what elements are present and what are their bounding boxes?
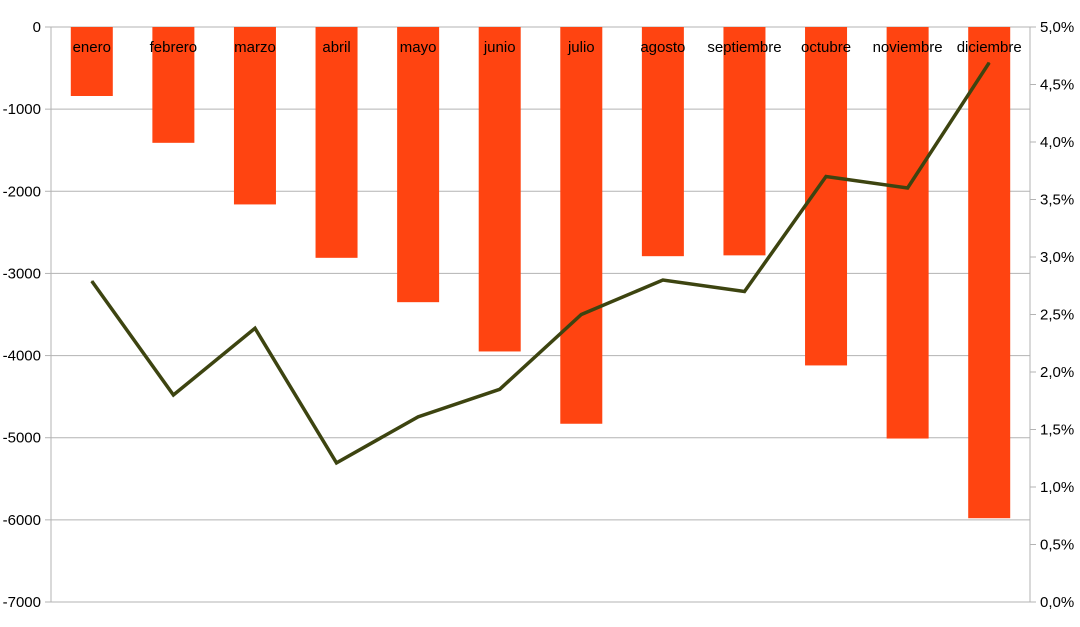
category-label: junio	[483, 39, 516, 56]
category-label: julio	[567, 39, 595, 56]
left-axis-ticks: 0 -1000 -2000 -3000 -4000 -5000 -6000 -7000	[3, 19, 51, 611]
line-point	[91, 280, 93, 282]
right-tick-label: 4,5%	[1040, 77, 1074, 94]
category-label: enero	[73, 39, 111, 56]
category-labels: enero febrero marzo abril mayo junio julio agos…	[73, 39, 1022, 56]
right-tick-label: 4,0%	[1040, 134, 1074, 151]
left-tick-label: 0	[33, 19, 41, 36]
left-tick-label: -7000	[3, 594, 41, 611]
line-point	[580, 314, 582, 315]
bar	[70, 27, 113, 96]
bar	[315, 27, 358, 258]
right-tick-label: 0,5%	[1040, 537, 1074, 554]
line-point	[417, 416, 419, 418]
axes	[50, 27, 1031, 602]
category-label: febrero	[150, 39, 198, 56]
right-axis-ticks: 5,0% 4,5% 4,0% 3,5% 3,0% 2,5% 2,0% 1,5% 1,0% 0,5%…	[1030, 19, 1074, 611]
line-point	[172, 394, 174, 396]
category-label: agosto	[640, 39, 685, 56]
right-tick-label: 5,0%	[1040, 19, 1074, 36]
line-path	[90, 61, 991, 466]
category-label: octubre	[801, 39, 851, 56]
right-tick-label: 1,0%	[1040, 479, 1074, 496]
left-tick-label: -6000	[3, 512, 41, 529]
bar	[560, 27, 603, 424]
right-tick-label: 1,5%	[1040, 422, 1074, 439]
bar	[397, 27, 440, 303]
left-tick-label: -1000	[3, 101, 41, 118]
left-tick-label: -4000	[3, 348, 41, 365]
line-series	[90, 61, 991, 466]
right-tick-label: 3,0%	[1040, 249, 1074, 266]
gridlines	[51, 26, 1030, 603]
line-point	[988, 62, 990, 64]
line-point	[254, 327, 256, 329]
bar	[152, 27, 195, 143]
category-label: abril	[322, 39, 350, 56]
right-tick-label: 2,5%	[1040, 307, 1074, 324]
line-point	[907, 187, 909, 189]
category-label: marzo	[234, 39, 276, 56]
bar	[641, 27, 684, 257]
bar	[968, 27, 1011, 519]
bar-series	[70, 27, 1011, 519]
line-point	[743, 291, 745, 292]
line-point	[662, 279, 664, 281]
bar	[723, 27, 766, 256]
left-tick-label: -2000	[3, 183, 41, 200]
bar	[478, 27, 521, 352]
category-label: diciembre	[957, 39, 1022, 56]
line-point	[336, 462, 338, 464]
right-tick-label: 2,0%	[1040, 364, 1074, 381]
right-tick-label: 0,0%	[1040, 594, 1074, 611]
bar	[233, 27, 276, 205]
line-point	[825, 176, 827, 177]
right-tick-label: 3,5%	[1040, 192, 1074, 209]
category-label: septiembre	[707, 39, 781, 56]
line-point	[499, 388, 501, 390]
left-tick-label: -5000	[3, 430, 41, 447]
category-label: noviembre	[873, 39, 943, 56]
bar	[886, 27, 929, 439]
category-label: mayo	[400, 39, 437, 56]
left-tick-label: -3000	[3, 265, 41, 282]
